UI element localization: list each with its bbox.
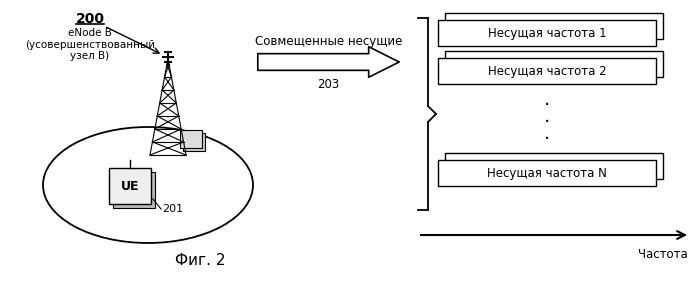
Bar bbox=[109, 168, 151, 204]
Text: Фиг. 2: Фиг. 2 bbox=[174, 253, 225, 268]
Text: 203: 203 bbox=[318, 78, 340, 91]
Text: 201: 201 bbox=[162, 204, 183, 214]
FancyArrowPatch shape bbox=[258, 47, 399, 77]
Text: ·: · bbox=[544, 112, 550, 131]
Bar bbox=[438, 20, 656, 46]
Bar bbox=[438, 58, 656, 84]
Text: Несущая частота N: Несущая частота N bbox=[487, 166, 607, 179]
Text: Несущая частота 2: Несущая частота 2 bbox=[488, 64, 607, 78]
Text: ·: · bbox=[544, 95, 550, 114]
Text: Несущая частота 1: Несущая частота 1 bbox=[488, 26, 607, 39]
Text: eNode B
(усовершенствованный
узел B): eNode B (усовершенствованный узел B) bbox=[25, 28, 155, 61]
Bar bbox=[438, 160, 656, 186]
Text: Совмещенные несущие: Совмещенные несущие bbox=[255, 35, 402, 48]
Text: ·: · bbox=[544, 130, 550, 149]
Bar bbox=[180, 130, 202, 148]
Text: 200: 200 bbox=[75, 12, 105, 26]
Bar bbox=[113, 172, 155, 208]
Bar bbox=[445, 153, 663, 179]
Bar bbox=[445, 13, 663, 39]
Bar bbox=[445, 51, 663, 77]
Bar bbox=[183, 133, 205, 151]
Text: Частота: Частота bbox=[638, 248, 688, 261]
Text: UE: UE bbox=[121, 179, 139, 193]
